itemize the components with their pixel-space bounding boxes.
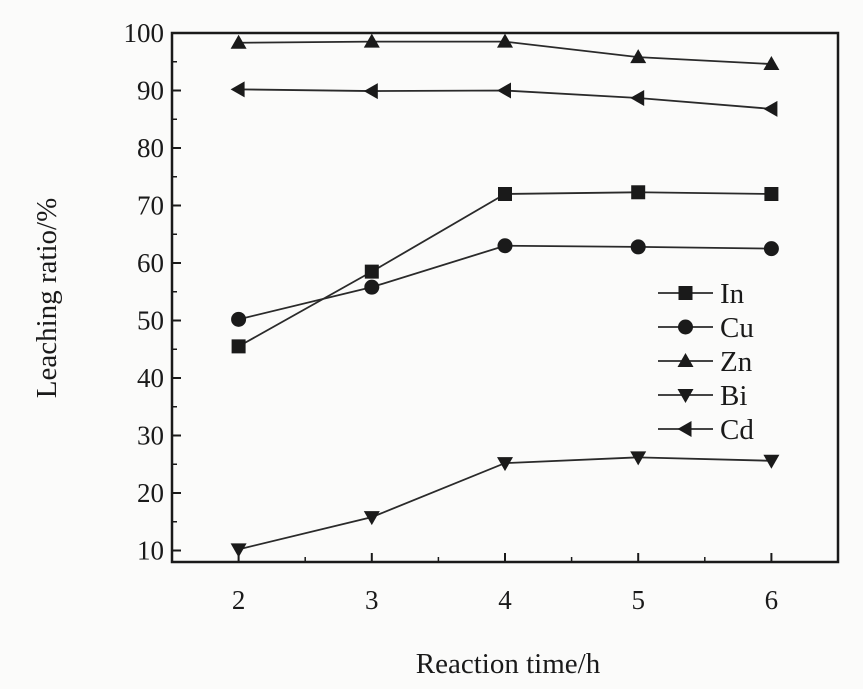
- legend-item-zn: Zn: [658, 346, 753, 378]
- data-point-bi: [497, 457, 513, 472]
- data-point-bi: [630, 451, 647, 466]
- series-bi: [230, 451, 780, 558]
- y-tick-label: 100: [124, 18, 165, 48]
- legend-marker-cu: [678, 319, 693, 335]
- x-tick-label: 4: [498, 585, 512, 615]
- data-point-bi: [763, 454, 780, 469]
- data-point-cu: [364, 279, 380, 295]
- legend-item-bi: Bi: [658, 380, 747, 412]
- legend-label-zn: Zn: [720, 346, 753, 378]
- y-tick-label: 60: [137, 248, 164, 278]
- data-point-bi: [363, 511, 380, 526]
- data-point-zn: [763, 56, 780, 71]
- axis-ticks: 10 20 30 40 50 60 70 80 90 100 2 3 4 5 6: [124, 18, 779, 615]
- series-in: [231, 185, 779, 354]
- legend-item-in: In: [658, 278, 745, 310]
- data-point-zn: [497, 33, 513, 48]
- data-point-in: [631, 185, 646, 200]
- data-point-cu: [763, 241, 779, 257]
- data-point-cd: [230, 81, 245, 98]
- data-point-zn: [630, 49, 647, 64]
- series-line-bi: [238, 456, 772, 551]
- data-point-in: [764, 187, 779, 201]
- series-cd: [230, 81, 778, 117]
- y-tick-label: 10: [137, 536, 164, 566]
- series-cu: [231, 238, 779, 327]
- x-tick-label: 2: [232, 585, 246, 615]
- x-tick-label: 3: [365, 585, 379, 615]
- y-tick-label: 90: [137, 76, 164, 106]
- legend-marker-cd: [677, 421, 692, 437]
- y-axis-title: Leaching ratio/%: [31, 198, 63, 399]
- legend-label-in: In: [720, 278, 745, 310]
- legend-marker-bi: [677, 389, 694, 403]
- x-axis-title: Reaction time/h: [416, 648, 601, 680]
- data-point-cd: [363, 83, 378, 100]
- legend-marker-in: [678, 286, 693, 300]
- data-point-zn: [363, 33, 380, 48]
- data-point-bi: [230, 543, 247, 558]
- legend-marker-zn: [677, 353, 694, 367]
- data-point-cd: [763, 100, 778, 117]
- data-point-cu: [630, 239, 646, 255]
- data-point-zn: [230, 34, 247, 49]
- legend-label-cu: Cu: [720, 312, 754, 344]
- y-tick-label: 70: [137, 191, 164, 221]
- data-point-cd: [630, 89, 645, 106]
- series-zn: [230, 33, 780, 71]
- series-line-cu: [238, 244, 772, 321]
- series-lines: [230, 33, 780, 558]
- data-point-cu: [231, 311, 247, 327]
- legend-item-cd: Cd: [658, 414, 754, 446]
- x-tick-label: 5: [631, 585, 645, 615]
- legend-item-cu: Cu: [658, 312, 754, 344]
- data-point-cd: [497, 82, 511, 99]
- y-tick-label: 80: [137, 133, 164, 163]
- data-point-cu: [497, 238, 513, 254]
- x-tick-label: 6: [765, 585, 779, 615]
- y-tick-label: 40: [137, 363, 164, 393]
- y-tick-label: 50: [137, 306, 164, 336]
- data-point-in: [364, 264, 379, 279]
- data-point-in: [498, 187, 512, 201]
- y-tick-label: 30: [137, 421, 164, 451]
- legend-label-bi: Bi: [720, 380, 747, 412]
- data-point-in: [231, 339, 246, 354]
- y-tick-label: 20: [137, 478, 164, 508]
- legend-label-cd: Cd: [720, 414, 754, 446]
